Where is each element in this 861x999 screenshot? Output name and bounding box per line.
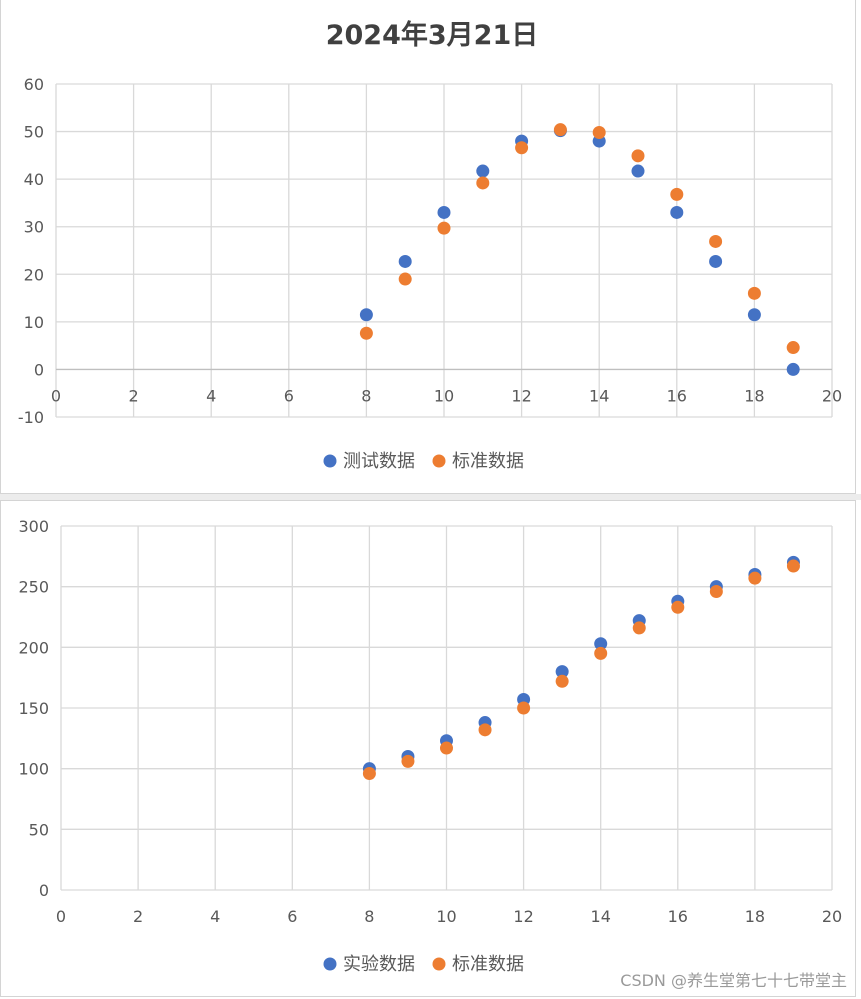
top-ytick-label: 50 <box>24 123 44 142</box>
top-scatter-chart: 2024年3月21日 -10 0 10 20 30 40 50 60 0 2 4 6 8 10 12 14 16 1… <box>18 19 842 472</box>
bottom-legend-marker-1 <box>432 957 446 971</box>
bottom-series1-point <box>748 571 762 585</box>
top-series0-point <box>670 205 684 219</box>
top-series1-point <box>670 187 684 201</box>
bottom-xtick-label: 18 <box>745 907 765 926</box>
bottom-series1-point <box>478 723 492 737</box>
top-series0-point <box>631 164 645 178</box>
top-xtick-label: 18 <box>744 386 764 405</box>
bottom-series0-point <box>594 637 608 651</box>
top-ytick-label: 10 <box>24 313 44 332</box>
bottom-series1-point <box>401 754 415 768</box>
top-series0-point <box>437 205 451 219</box>
top-legend-label-1: 标准数据 <box>452 451 524 472</box>
top-series1-point <box>592 126 606 140</box>
bottom-xtick-label: 2 <box>133 907 143 926</box>
bottom-ytick-label: 250 <box>18 578 49 597</box>
top-xtick-label: 2 <box>129 386 139 405</box>
bottom-legend-marker-0 <box>323 957 337 971</box>
bottom-series1-point <box>709 585 723 599</box>
csdn-watermark: CSDN @养生堂第七十七带堂主 <box>620 971 847 990</box>
bottom-series0-point <box>555 665 569 679</box>
top-xtick-label: 4 <box>206 386 216 405</box>
top-legend-marker-1 <box>432 454 446 468</box>
top-series1-point <box>553 123 567 137</box>
top-series1-point <box>709 234 723 248</box>
bottom-chart-panel: 0 50 100 150 200 250 300 0 2 4 6 8 10 12 14 16 18 20 实验数据 标… <box>0 500 856 997</box>
bottom-series1-point <box>786 559 800 573</box>
top-series1-point <box>747 286 761 300</box>
top-legend-label-0: 测试数据 <box>343 451 415 472</box>
top-ytick-label: 60 <box>24 75 44 94</box>
top-ytick-label: 20 <box>24 265 44 284</box>
top-title: 2024年3月21日 <box>326 19 539 51</box>
top-legend-marker-0 <box>323 454 337 468</box>
top-series0-point <box>747 308 761 322</box>
bottom-series1-point <box>555 674 569 688</box>
bottom-xtick-label: 0 <box>56 907 66 926</box>
top-series0-point <box>398 254 412 268</box>
top-series1-point <box>515 141 529 155</box>
top-ytick-label: 40 <box>24 170 44 189</box>
bottom-xtick-label: 16 <box>668 907 688 926</box>
top-xtick-label: 20 <box>822 386 842 405</box>
bottom-series1-point <box>440 741 453 755</box>
top-series1-point <box>398 272 412 286</box>
top-series0-point <box>709 254 723 268</box>
top-chart-panel: 2024年3月21日 -10 0 10 20 30 40 50 60 0 2 4 6 8 10 12 14 16 1… <box>0 0 856 494</box>
bottom-xtick-label: 10 <box>436 907 456 926</box>
top-xtick-label: 0 <box>51 386 61 405</box>
top-xtick-label: 16 <box>667 386 687 405</box>
panel-separator <box>0 494 861 500</box>
bottom-series1-point <box>594 646 608 660</box>
bottom-xtick-label: 6 <box>287 907 297 926</box>
top-series1-point <box>786 341 800 355</box>
top-xtick-label: 6 <box>284 386 294 405</box>
top-series0-point <box>359 308 373 322</box>
bottom-ytick-label: 150 <box>18 699 49 718</box>
bottom-xtick-label: 8 <box>364 907 374 926</box>
bottom-xtick-label: 12 <box>513 907 533 926</box>
top-series0-point <box>786 362 800 376</box>
top-ytick-label: 0 <box>34 360 44 379</box>
bottom-series1-point <box>517 701 531 715</box>
bottom-ytick-label: 200 <box>18 638 49 657</box>
bottom-scatter-chart: 0 50 100 150 200 250 300 0 2 4 6 8 10 12 14 16 18 20 实验数据 标… <box>18 517 842 975</box>
top-xtick-label: 14 <box>589 386 609 405</box>
top-series1-point <box>476 176 490 190</box>
bottom-ytick-label: 50 <box>29 820 49 839</box>
top-series0-point <box>476 164 490 178</box>
bottom-ytick-label: 300 <box>18 517 49 536</box>
top-series1-point <box>359 326 373 340</box>
top-xtick-label: 10 <box>434 386 454 405</box>
bottom-legend-label-0: 实验数据 <box>343 954 415 975</box>
bottom-ytick-label: 0 <box>39 881 49 900</box>
bottom-series1-point <box>671 600 685 614</box>
bottom-xtick-label: 20 <box>822 907 842 926</box>
top-series1-point <box>631 149 645 163</box>
bottom-ytick-label: 100 <box>18 760 49 779</box>
top-xtick-label: 8 <box>361 386 371 405</box>
bottom-series1-point <box>362 767 376 781</box>
bottom-xtick-label: 4 <box>210 907 220 926</box>
top-series1-point <box>437 221 451 235</box>
top-ytick-label: -10 <box>18 408 44 427</box>
bottom-xtick-label: 14 <box>591 907 611 926</box>
bottom-legend-label-1: 标准数据 <box>452 954 524 975</box>
top-xtick-label: 12 <box>511 386 531 405</box>
top-ytick-label: 30 <box>24 218 44 237</box>
bottom-series1-point <box>632 621 646 635</box>
